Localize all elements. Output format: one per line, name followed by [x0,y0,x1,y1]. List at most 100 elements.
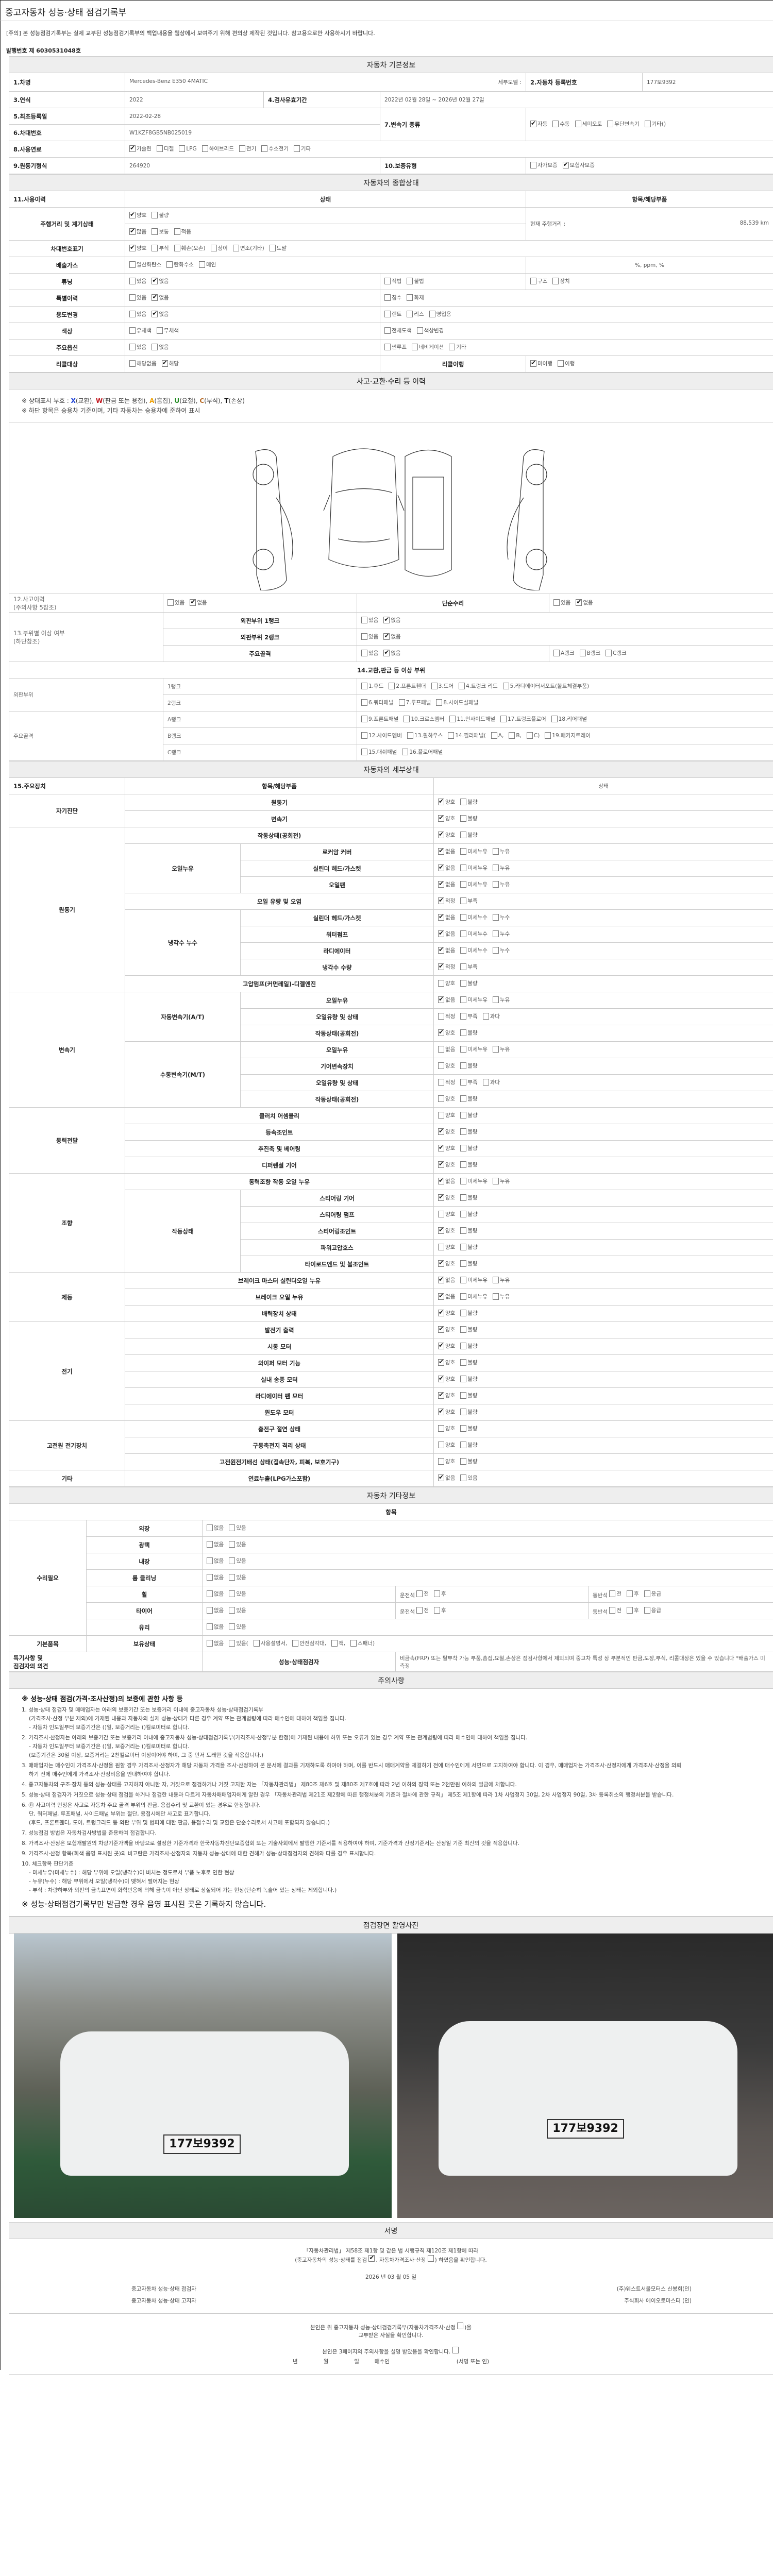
checkbox[interactable] [644,1590,650,1597]
option[interactable]: 불량 [460,1425,478,1432]
option[interactable]: 양호 [438,1127,455,1136]
checkbox[interactable] [552,121,559,127]
option[interactable]: 양호 [438,1342,455,1350]
checkbox[interactable] [253,1640,260,1647]
option[interactable]: 10.크로스멤버 [404,715,444,723]
checkbox[interactable] [438,798,444,805]
option[interactable]: 있음 [229,1524,246,1532]
checkbox[interactable] [129,227,136,235]
checkbox[interactable] [460,1161,467,1168]
checkbox[interactable] [361,683,367,689]
checkbox[interactable] [438,1127,444,1135]
option[interactable]: 불량 [460,1243,478,1251]
checkbox[interactable] [166,261,173,268]
option[interactable]: 불량 [460,1161,478,1168]
option[interactable]: 미세누유 [460,1045,488,1053]
option[interactable]: 침수 [384,294,401,301]
option[interactable]: 16.플로어패널 [402,748,443,756]
checkbox[interactable] [502,683,509,689]
option[interactable]: 불량 [460,1326,478,1333]
checkbox[interactable] [491,732,497,739]
option[interactable]: 19.패키지트레이 [545,732,591,739]
checkbox[interactable] [460,1145,467,1151]
checkbox[interactable] [460,996,467,1003]
checkbox[interactable] [129,327,136,334]
checkbox[interactable] [207,1590,213,1597]
option[interactable]: C) [526,732,540,739]
checkbox[interactable] [460,1178,467,1184]
checkbox[interactable] [129,294,136,301]
checkbox[interactable] [232,245,239,251]
checkbox[interactable] [460,1293,467,1300]
option[interactable]: 양호 [438,1408,455,1416]
option[interactable]: 없음 [438,1473,455,1482]
option[interactable]: 6.쿼터패널 [361,699,394,706]
checkbox[interactable] [460,1442,467,1448]
option[interactable]: 자가보증 [530,161,558,169]
option[interactable]: 불량 [152,211,169,219]
option[interactable]: 있음 [129,294,146,301]
option[interactable]: 있음 [129,277,146,285]
checkbox[interactable] [609,1606,616,1614]
checkbox[interactable] [384,278,391,284]
checkbox[interactable] [229,1574,236,1581]
option[interactable]: 있음 [229,1573,246,1581]
option[interactable]: 양호 [438,1358,455,1366]
option[interactable]: 썬루프 [384,343,407,351]
option[interactable]: 누유 [492,848,510,855]
option[interactable]: 양호 [438,798,455,806]
checkbox[interactable] [438,1193,444,1201]
option[interactable]: 후 [434,1606,446,1614]
option[interactable]: 미세누유 [460,864,488,872]
option[interactable]: 수동 [552,120,570,128]
option[interactable]: 없음 [383,649,401,657]
option[interactable]: 미세누유 [460,1293,488,1300]
option[interactable]: 미세누유 [460,1276,488,1284]
checkbox[interactable] [492,930,499,937]
option[interactable]: 양호 [438,1259,455,1267]
option[interactable]: 누유 [492,1177,510,1185]
checkbox[interactable] [239,145,245,152]
checkbox[interactable] [438,1325,444,1333]
option[interactable]: 미세누수 [460,913,488,921]
option[interactable]: 적음 [174,228,191,235]
option[interactable]: 있음 [229,1540,246,1548]
checkbox[interactable] [438,1095,444,1102]
option[interactable]: 잭, [331,1639,345,1647]
checkbox[interactable] [179,145,186,152]
option[interactable]: 없음 [438,913,455,921]
checkbox[interactable] [438,1177,444,1184]
option[interactable]: 사용설명서, [253,1639,287,1647]
checkbox[interactable] [129,360,136,367]
checkbox[interactable] [460,1227,467,1234]
checkbox[interactable] [404,716,410,722]
option[interactable]: 불량 [460,1260,478,1267]
inspect-checkbox[interactable] [368,2254,375,2262]
option[interactable]: 없음 [438,863,455,872]
option[interactable]: 화재 [407,294,424,301]
option[interactable]: 미이행 [530,359,552,367]
checkbox[interactable] [438,1160,444,1168]
checkbox[interactable] [460,963,467,970]
option[interactable]: 매연 [198,261,216,268]
checkbox[interactable] [460,897,467,904]
option[interactable]: 전 [416,1590,429,1598]
option[interactable]: A랭크 [553,649,575,657]
checkbox[interactable] [438,1211,444,1217]
checkbox[interactable] [416,327,423,334]
checkbox[interactable] [438,1292,444,1300]
checkbox[interactable] [129,311,136,317]
checkbox[interactable] [438,1079,444,1086]
option[interactable]: 누유 [492,1293,510,1300]
option[interactable]: 적법 [384,277,401,285]
checkbox[interactable] [438,1046,444,1053]
checkbox[interactable] [460,799,467,805]
checkbox[interactable] [579,650,586,656]
option[interactable]: 18.리어패널 [551,715,587,723]
option[interactable]: 있음 [361,633,378,640]
option[interactable]: 전기 [239,145,256,152]
checkbox[interactable] [460,1475,467,1481]
checkbox[interactable] [438,880,444,888]
checkbox[interactable] [492,1293,499,1300]
option[interactable]: 기타 [293,145,311,152]
